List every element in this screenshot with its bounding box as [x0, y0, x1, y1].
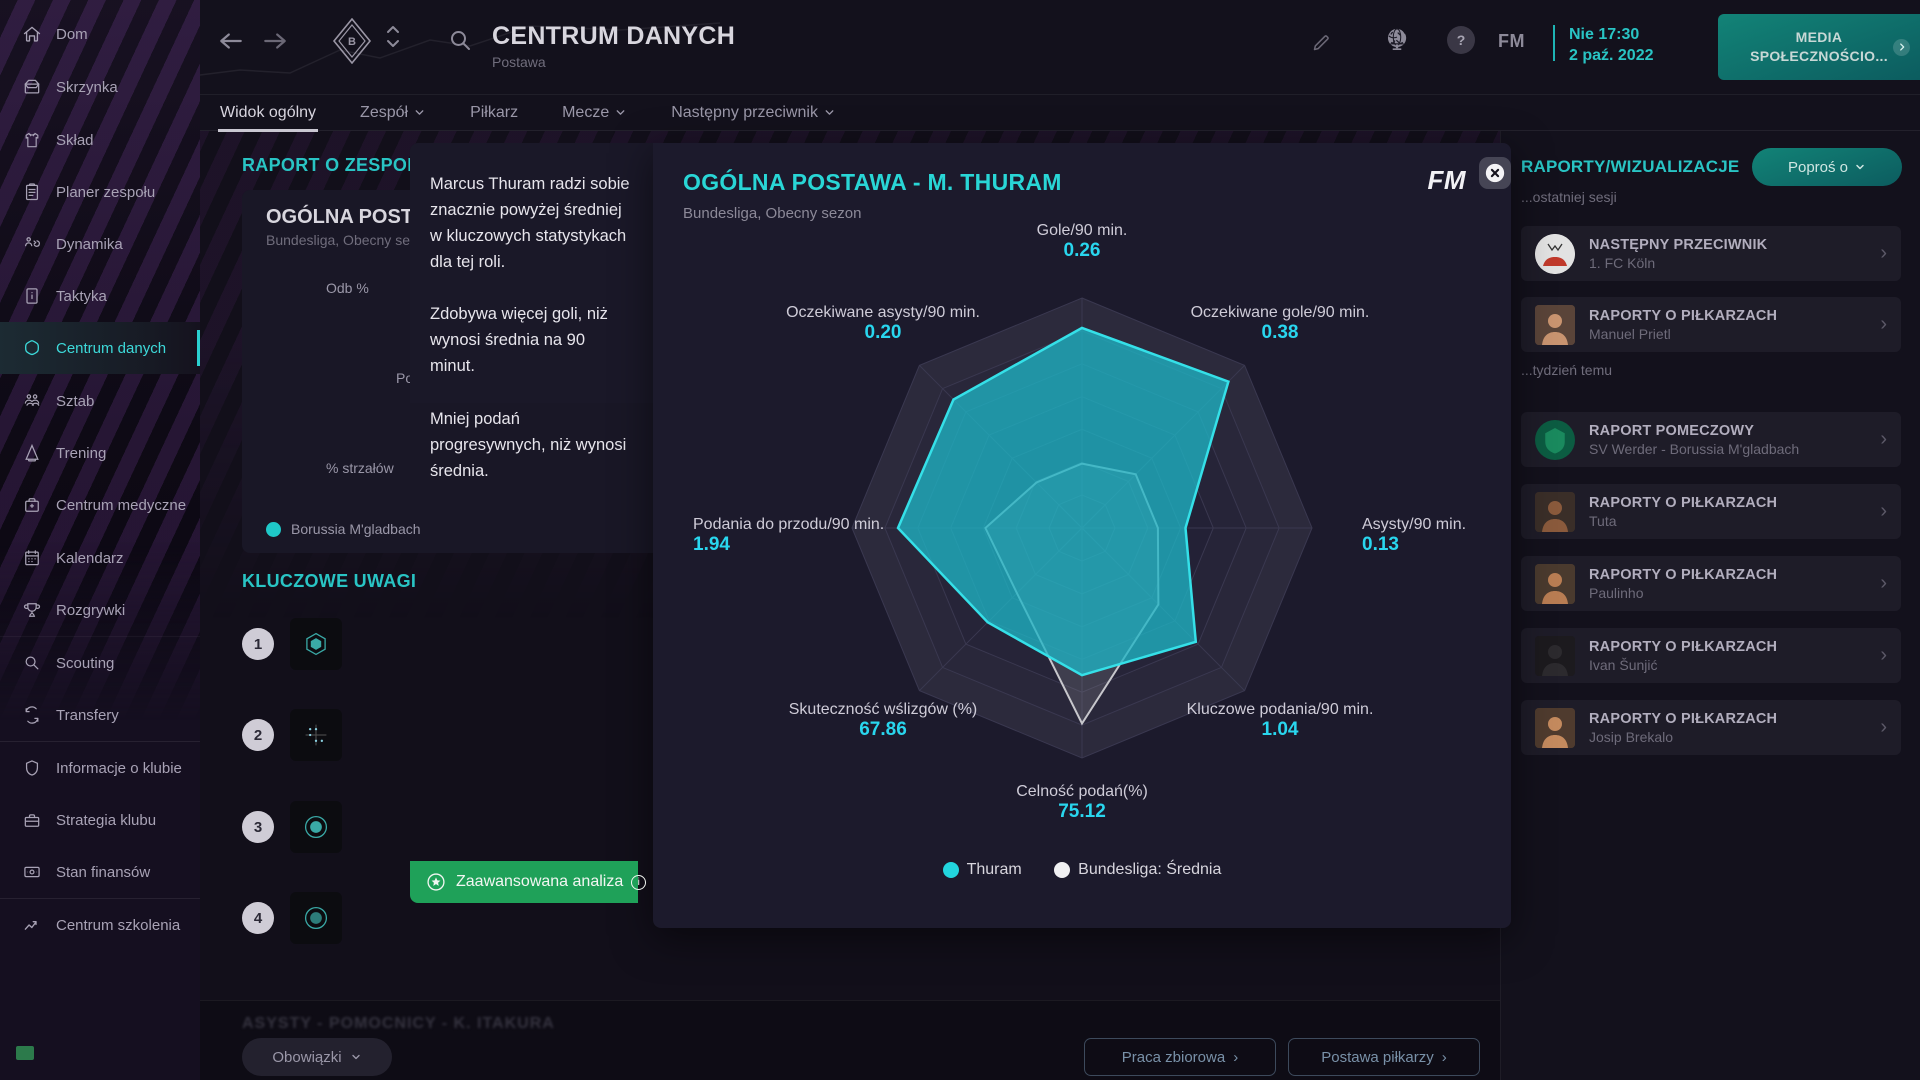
svg-text:B: B: [348, 36, 356, 48]
